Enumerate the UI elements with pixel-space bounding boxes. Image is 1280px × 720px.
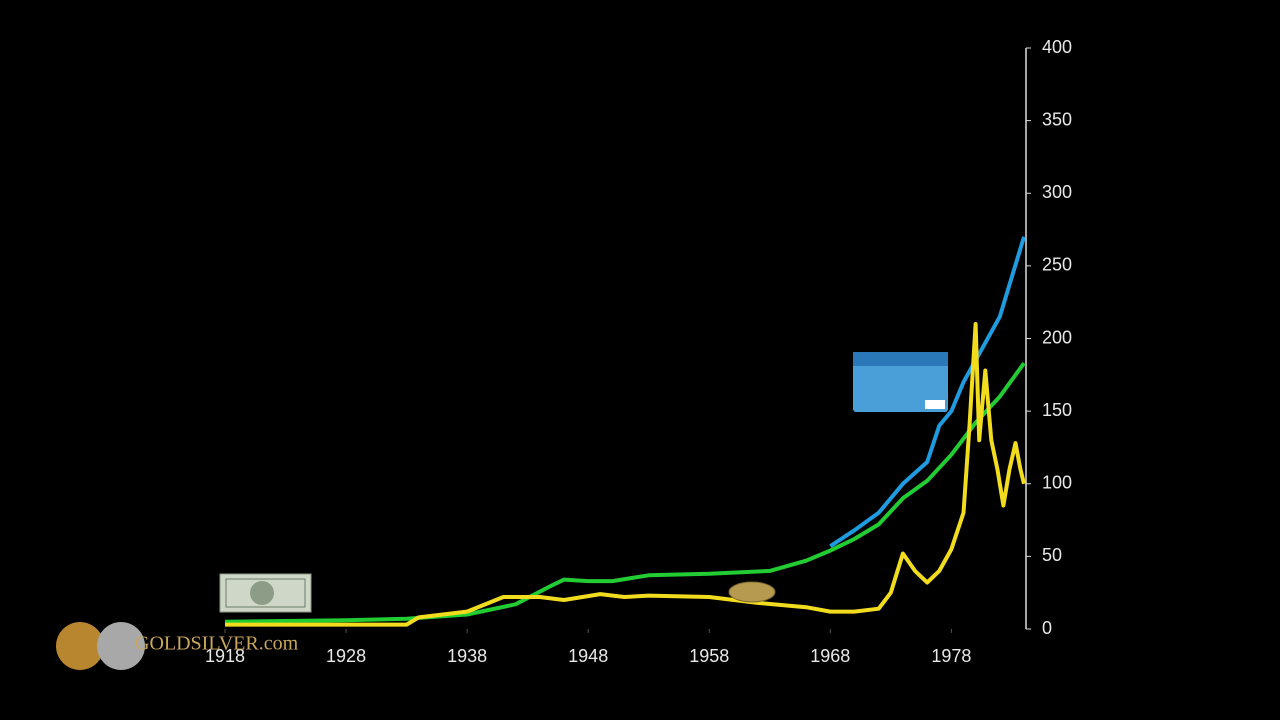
coin-icon <box>728 581 776 603</box>
y-tick-label: 300 <box>1042 182 1072 202</box>
axes: 0 50 100 150 200 250 300 350 400 1918 1928 1938 1948… <box>205 37 1072 666</box>
series-line <box>224 362 1026 624</box>
x-tick-label: 1928 <box>326 646 366 666</box>
y-tick-label: 0 <box>1042 618 1052 638</box>
lines <box>224 236 1026 627</box>
x-tick-label: 1938 <box>447 646 487 666</box>
y-tick-label: 250 <box>1042 255 1072 275</box>
y-tick-label: 400 <box>1042 37 1072 57</box>
y-tick-label: 50 <box>1042 545 1062 565</box>
y-tick-label: 200 <box>1042 327 1072 347</box>
x-tick-label: 1918 <box>205 646 245 666</box>
watermark: GOLDSILVER.com <box>135 633 299 655</box>
x-tick-label: 1948 <box>568 646 608 666</box>
y-tick-label: 100 <box>1042 473 1072 493</box>
x-tick-label: 1958 <box>689 646 729 666</box>
dollar-bill-icon <box>219 573 312 613</box>
y-tick-label: 150 <box>1042 400 1072 420</box>
credit-card-icon <box>853 352 948 412</box>
y-tick-label: 350 <box>1042 109 1072 129</box>
x-tick-label: 1978 <box>931 646 971 666</box>
series-line <box>225 322 1026 627</box>
x-tick-label: 1968 <box>810 646 850 666</box>
series-line <box>829 236 1026 548</box>
logo-coins <box>56 622 145 670</box>
